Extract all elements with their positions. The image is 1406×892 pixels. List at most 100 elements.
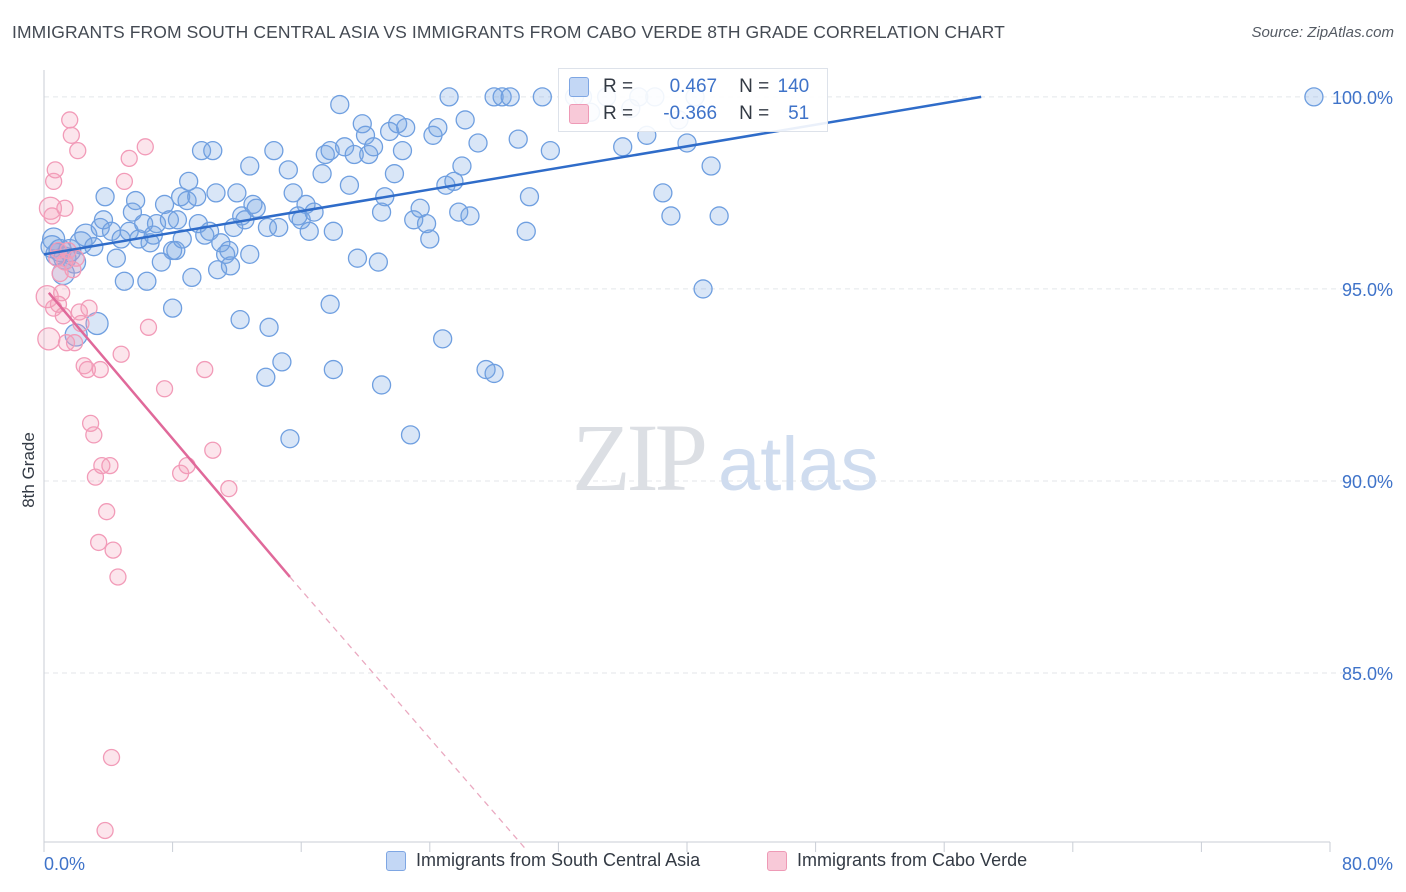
data-point-blue (532, 87, 552, 107)
data-point-blue (344, 144, 364, 165)
data-point-blue (460, 206, 480, 226)
data-point-blue (701, 156, 721, 176)
data-point-blue (339, 175, 360, 195)
data-point-blue (330, 94, 350, 115)
data-point-blue (540, 141, 561, 161)
legend-swatch-pink (767, 850, 787, 871)
data-point-blue (304, 202, 324, 222)
data-point-blue (240, 156, 260, 176)
data-point-blue (677, 133, 697, 153)
data-point-blue (85, 311, 109, 336)
legend-item-blue[interactable]: Immigrants from South Central Asia (386, 850, 700, 871)
data-point-pink (69, 142, 87, 160)
data-point-pink (96, 821, 114, 840)
data-point-blue (709, 206, 729, 226)
y-tick-label: 85.0% (1342, 664, 1393, 684)
data-point-pink (56, 199, 74, 217)
data-point-blue (211, 233, 231, 253)
data-point-pink (56, 253, 74, 271)
data-point-pink (136, 138, 154, 156)
data-point-blue (167, 210, 188, 230)
data-point-pink (98, 503, 116, 521)
data-point-blue (508, 129, 528, 149)
data-point-blue (122, 202, 143, 222)
data-point-blue (484, 363, 504, 384)
data-point-blue (227, 183, 247, 203)
watermark: ZIP atlas (572, 404, 879, 511)
stats-swatch-blue (569, 77, 589, 97)
data-point-blue (323, 359, 344, 380)
data-point-blue (312, 164, 332, 184)
data-point-blue (363, 137, 384, 157)
data-point-blue (433, 329, 453, 349)
data-point-blue (320, 294, 340, 314)
data-point-blue (347, 248, 368, 268)
data-point-pink (115, 172, 134, 191)
data-point-blue (191, 141, 212, 161)
data-point-pink (109, 568, 127, 586)
data-point-pink (85, 426, 103, 444)
data-point-blue (257, 217, 278, 238)
data-point-blue (154, 194, 175, 215)
data-point-blue (278, 160, 298, 180)
data-point-blue (439, 87, 459, 107)
data-point-blue (125, 190, 146, 211)
stats-n-value: 140 (777, 76, 810, 97)
data-point-blue (220, 256, 241, 276)
stats-row-blue: R = 0.467 N = 140 (569, 74, 809, 100)
data-point-blue (187, 187, 207, 207)
data-point-pink (204, 441, 222, 459)
legend: Immigrants from South Central Asia Immig… (0, 850, 1406, 880)
data-point-blue (256, 367, 276, 387)
legend-item-pink[interactable]: Immigrants from Cabo Verde (767, 850, 1027, 871)
stats-swatch-pink (569, 104, 589, 124)
x-tick-label: 80.0% (1342, 854, 1393, 874)
data-point-blue (219, 240, 239, 261)
data-point-pink (220, 479, 238, 498)
trend-line-pink (47, 291, 291, 578)
data-point-pink (101, 456, 119, 475)
data-point-blue (320, 141, 340, 161)
data-point-blue (352, 114, 372, 134)
data-point-pink (90, 533, 108, 552)
data-point-pink (120, 149, 138, 167)
data-point-pink (196, 360, 214, 379)
data-point-blue (396, 117, 416, 138)
data-point-blue (137, 271, 157, 291)
trend-line-pink-extension (289, 576, 527, 851)
data-point-blue (516, 221, 536, 241)
data-point-blue (519, 187, 540, 207)
stats-r-value: 0.467 (669, 76, 718, 97)
data-point-blue (428, 117, 448, 138)
data-point-blue (455, 110, 475, 130)
x-tick-label: 0.0% (44, 854, 85, 874)
series-blue-points (40, 87, 1324, 449)
stats-n-label: N = (739, 103, 770, 124)
data-point-pink (91, 360, 109, 379)
y-tick-label: 95.0% (1342, 280, 1393, 300)
data-point-pink (65, 334, 84, 352)
data-point-blue (283, 183, 303, 203)
stats-r-value: -0.366 (663, 103, 718, 124)
data-point-blue (272, 352, 292, 372)
data-point-blue (384, 164, 405, 184)
source-label: Source: ZipAtlas.com (1251, 24, 1394, 41)
data-point-pink (78, 360, 97, 379)
data-point-blue (693, 279, 713, 299)
data-point-blue (114, 271, 135, 291)
grid-lines (44, 96, 1390, 674)
data-point-blue (500, 87, 520, 107)
data-point-blue (177, 190, 197, 211)
stats-row-pink: R = -0.366 N = 51 (569, 101, 809, 127)
data-point-blue (371, 202, 392, 222)
data-point-blue (449, 202, 469, 222)
stats-n-label: N = (739, 76, 770, 97)
data-point-blue (182, 267, 202, 288)
data-point-pink (155, 380, 174, 398)
watermark-atlas: atlas (718, 422, 879, 507)
data-point-pink (102, 748, 121, 767)
stats-r-label: R = (603, 103, 634, 124)
data-point-blue (492, 87, 512, 107)
data-point-blue (259, 317, 279, 337)
